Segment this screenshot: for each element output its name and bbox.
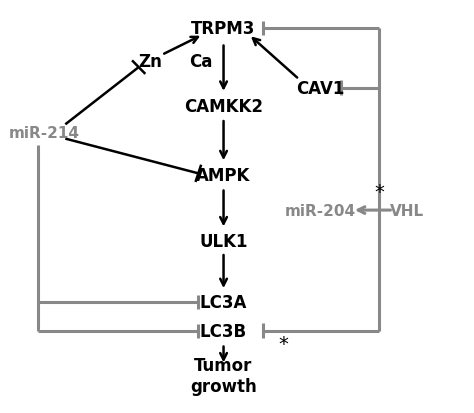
Text: CAV1: CAV1	[296, 79, 344, 97]
Text: Tumor
growth: Tumor growth	[190, 356, 257, 395]
Text: Zn: Zn	[138, 53, 162, 71]
Text: Ca: Ca	[189, 53, 212, 71]
Text: AMPK: AMPK	[196, 167, 251, 185]
Text: *: *	[374, 183, 384, 202]
Text: *: *	[278, 335, 288, 353]
Text: ULK1: ULK1	[199, 232, 248, 250]
Text: LC3B: LC3B	[200, 322, 247, 340]
Text: LC3A: LC3A	[200, 293, 247, 311]
Text: miR-204: miR-204	[284, 203, 356, 218]
Text: miR-214: miR-214	[9, 126, 80, 141]
Text: TRPM3: TRPM3	[191, 20, 256, 38]
Text: VHL: VHL	[390, 203, 424, 218]
Text: CAMKK2: CAMKK2	[184, 98, 263, 116]
